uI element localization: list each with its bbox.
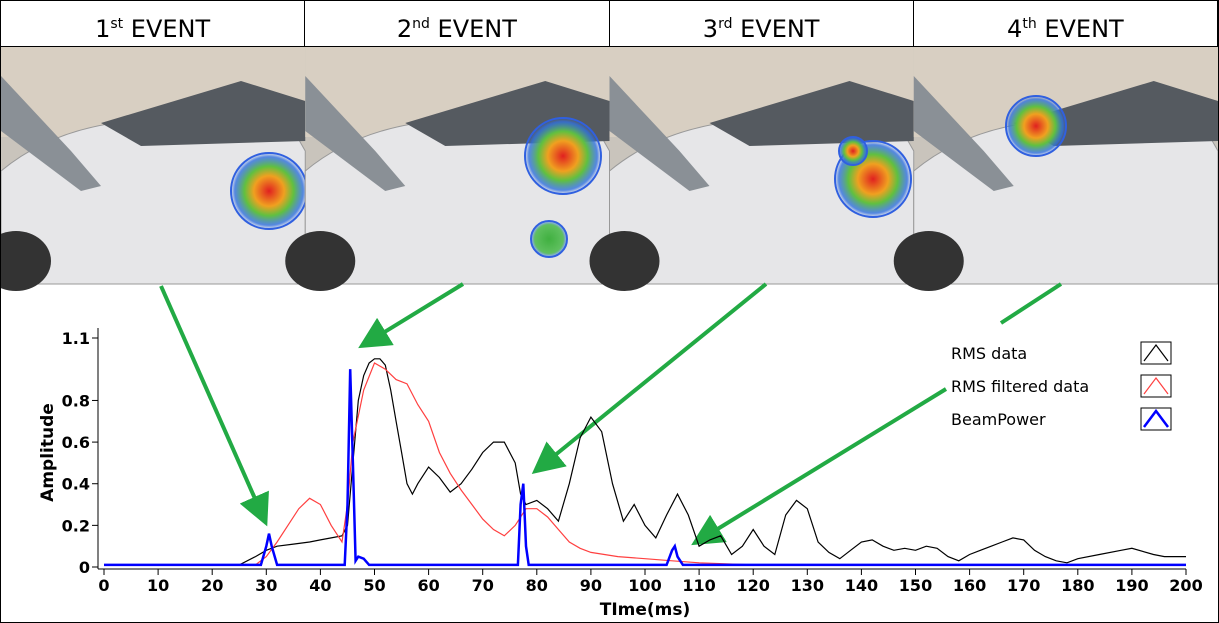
window — [709, 81, 914, 146]
y-tick-label: 1.1 — [62, 329, 90, 348]
event-header: 4th EVENT — [913, 1, 1218, 47]
event-header: 1st EVENT — [1, 1, 306, 47]
x-tick-label: 130 — [791, 576, 824, 595]
legend-label: BeamPower — [951, 410, 1046, 429]
y-tick-label: 0.6 — [62, 433, 90, 452]
legend-label: RMS data — [951, 344, 1027, 363]
event-num: 4 — [1007, 15, 1023, 43]
series-line — [104, 362, 1186, 566]
x-tick-label: 80 — [526, 576, 548, 595]
series-line — [104, 358, 1186, 566]
x-tick-label: 60 — [417, 576, 439, 595]
event-label: EVENT — [437, 15, 517, 43]
legend-box — [1140, 341, 1172, 365]
photos — [1, 47, 1218, 291]
heat-spot — [838, 136, 868, 166]
event-header: 3rd EVENT — [609, 1, 914, 47]
event-num: 3 — [702, 15, 719, 43]
x-tick-label: 190 — [1115, 576, 1148, 595]
x-tick-label: 100 — [628, 576, 661, 595]
event-label: EVENT — [1044, 15, 1124, 43]
x-tick-label: 170 — [1007, 576, 1040, 595]
wheel — [589, 231, 660, 291]
heat-spot — [530, 220, 568, 258]
x-tick-label: 110 — [682, 576, 715, 595]
x-tick-label: 10 — [147, 576, 169, 595]
event-num: 1 — [95, 15, 111, 43]
y-tick-label: 0.4 — [62, 475, 90, 494]
event-sup: nd — [412, 16, 430, 32]
x-tick-label: 50 — [363, 576, 385, 595]
event-sup: rd — [718, 16, 733, 32]
legend-swatch — [1143, 344, 1169, 362]
wheel — [893, 231, 964, 291]
x-tick-label: 70 — [472, 576, 494, 595]
x-tick-label: 30 — [255, 576, 277, 595]
event-label: EVENT — [130, 15, 211, 43]
x-axis-title: TIme(ms) — [600, 600, 691, 620]
legend-label: RMS filtered data — [951, 377, 1089, 396]
window — [101, 81, 306, 146]
x-tick-label: 200 — [1169, 576, 1202, 595]
arm — [609, 76, 710, 191]
arrows — [159, 282, 1063, 546]
event-sup: st — [110, 16, 124, 32]
heat-spot — [1005, 95, 1067, 157]
legend-box — [1140, 374, 1172, 398]
series-line — [104, 369, 1186, 567]
y-tick-label: 0.2 — [62, 516, 90, 535]
x-tick-label: 120 — [736, 576, 769, 595]
y-tick-label: 0.8 — [62, 391, 90, 410]
x-tick-label: 180 — [1061, 576, 1094, 595]
x-tick-label: 40 — [309, 576, 331, 595]
arm — [913, 76, 1014, 191]
y-tick-label: 0 — [79, 558, 90, 577]
event-header: 2nd EVENT — [305, 1, 610, 47]
arm — [305, 76, 406, 191]
event-num: 2 — [396, 15, 413, 43]
x-tick-label: 140 — [845, 576, 878, 595]
event-sup: th — [1022, 16, 1037, 32]
heat-spot — [524, 117, 602, 195]
arm — [1, 76, 101, 191]
x-tick-label: 160 — [953, 576, 986, 595]
event-label: EVENT — [740, 15, 820, 43]
x-tick-label: 0 — [98, 576, 109, 595]
wheel — [285, 231, 356, 291]
legend-swatch — [1143, 377, 1169, 395]
x-tick-label: 20 — [201, 576, 223, 595]
y-axis-title: Amplitude — [38, 403, 58, 502]
x-tick-label: 150 — [899, 576, 932, 595]
legend-swatch — [1143, 408, 1169, 428]
legend-box — [1140, 407, 1172, 431]
x-tick-label: 90 — [580, 576, 602, 595]
wheel — [1, 231, 51, 291]
